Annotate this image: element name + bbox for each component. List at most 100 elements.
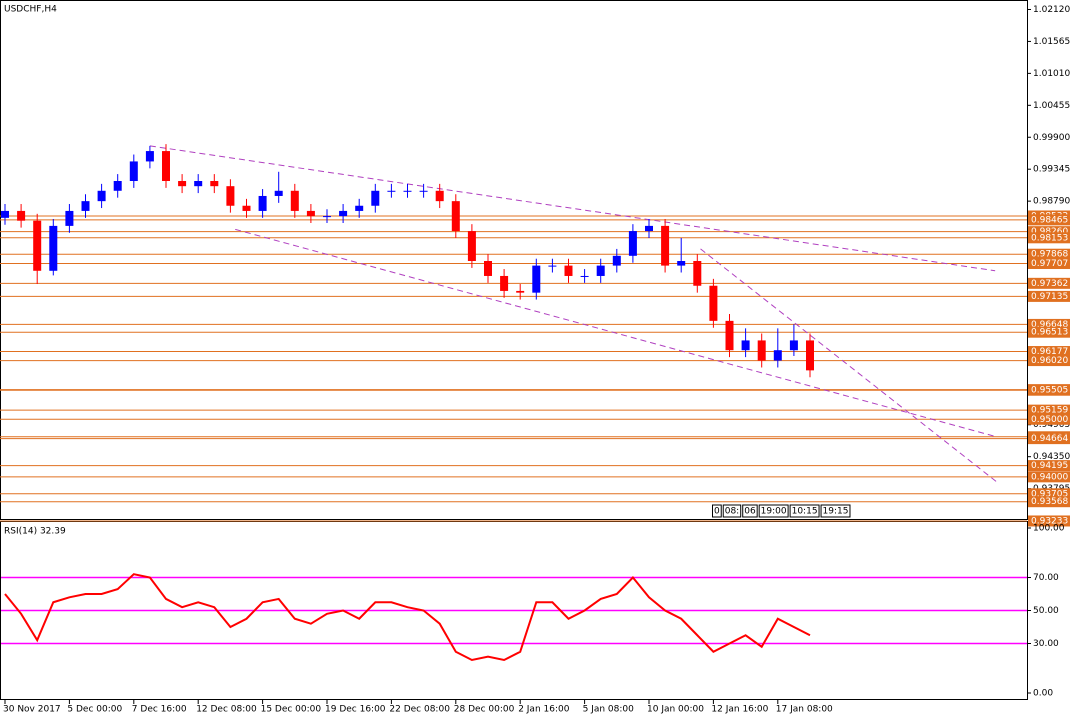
time-mark-box bbox=[722, 504, 742, 518]
y-tick-label: 30.00 bbox=[1033, 639, 1059, 649]
candle-body bbox=[323, 216, 331, 218]
x-tick-label: 10 Jan 00:00 bbox=[647, 705, 704, 715]
price-pane bbox=[0, 0, 1028, 520]
level-label: 0.95000 bbox=[1031, 415, 1068, 425]
level-box bbox=[1028, 214, 1070, 226]
y-tick-label: 1.02120 bbox=[1033, 5, 1070, 15]
candle-body bbox=[693, 261, 702, 286]
level-label: 0.93705 bbox=[1031, 489, 1068, 499]
level-box bbox=[1028, 355, 1070, 367]
candle-body bbox=[645, 225, 653, 232]
x-tick-label: 15 Dec 00:00 bbox=[261, 705, 322, 715]
time-mark: 06 bbox=[744, 507, 756, 517]
candle-body bbox=[274, 190, 283, 196]
candle-body bbox=[242, 205, 251, 211]
y-tick-label: 0.99900 bbox=[1033, 133, 1070, 143]
level-box bbox=[1028, 496, 1070, 508]
candle-body bbox=[194, 180, 203, 187]
candle-body bbox=[306, 210, 315, 217]
level-box bbox=[1028, 248, 1070, 260]
y-tick-label: 0.94905 bbox=[1033, 420, 1070, 430]
level-box bbox=[1028, 346, 1070, 358]
candle-body bbox=[661, 225, 670, 266]
candle-body bbox=[580, 275, 589, 277]
x-tick-label: 28 Dec 00:00 bbox=[454, 705, 515, 715]
time-mark-box bbox=[820, 504, 851, 518]
level-label: 0.97135 bbox=[1031, 292, 1068, 302]
time-mark-box bbox=[789, 504, 820, 518]
candle-body bbox=[548, 265, 557, 267]
level-label: 0.96020 bbox=[1031, 356, 1068, 366]
chart-title: USDCHF,H4 bbox=[4, 5, 57, 15]
level-box bbox=[1028, 257, 1070, 269]
candle-body bbox=[355, 205, 364, 211]
rsi-title: RSI(14) 32.39 bbox=[4, 527, 66, 537]
level-box bbox=[1028, 290, 1070, 302]
candle-body bbox=[628, 231, 637, 256]
level-box bbox=[1028, 232, 1070, 244]
y-tick-label: 1.01565 bbox=[1033, 37, 1070, 47]
candle-body bbox=[725, 320, 734, 351]
candle-body bbox=[1, 210, 9, 218]
candle-body bbox=[81, 201, 90, 211]
candle-body bbox=[564, 265, 573, 276]
candle-body bbox=[258, 195, 267, 211]
candle-body bbox=[210, 180, 219, 187]
y-tick-label: 100.00 bbox=[1033, 524, 1065, 534]
y-tick-label: 1.00455 bbox=[1033, 101, 1070, 111]
candle-body bbox=[612, 255, 621, 266]
candle-body bbox=[451, 201, 460, 232]
trendline bbox=[700, 248, 999, 484]
candle-body bbox=[290, 190, 299, 211]
x-tick-label: 22 Dec 08:00 bbox=[389, 705, 450, 715]
y-tick-label: 0.99345 bbox=[1033, 165, 1070, 175]
level-label: 0.95159 bbox=[1031, 406, 1068, 416]
x-tick-label: 30 Nov 2017 bbox=[3, 705, 61, 715]
level-label: 0.96177 bbox=[1031, 347, 1068, 357]
y-tick-label: 0.98790 bbox=[1033, 197, 1070, 207]
candle-body bbox=[145, 151, 154, 162]
time-mark-box bbox=[712, 504, 722, 518]
candle-body bbox=[532, 265, 541, 293]
y-tick-label: 70.00 bbox=[1033, 573, 1059, 583]
level-label: 0.98153 bbox=[1031, 233, 1068, 243]
time-mark: 19:15 bbox=[823, 507, 849, 517]
candle-body bbox=[500, 275, 509, 291]
candle-body bbox=[435, 190, 444, 202]
candle-body bbox=[65, 210, 74, 226]
candle-body bbox=[467, 231, 476, 261]
time-mark: 19:00 bbox=[761, 507, 787, 517]
rsi-line bbox=[4, 573, 811, 662]
x-tick-label: 5 Dec 00:00 bbox=[67, 705, 122, 715]
candle-body bbox=[806, 340, 814, 371]
y-tick-label: 1.01010 bbox=[1033, 69, 1070, 79]
candle-body bbox=[49, 225, 58, 271]
candle-body bbox=[596, 265, 605, 276]
level-box bbox=[1028, 277, 1070, 289]
level-label: 0.94664 bbox=[1031, 434, 1068, 444]
x-tick-label: 12 Jan 16:00 bbox=[711, 705, 768, 715]
candle-body bbox=[403, 190, 412, 192]
level-label: 0.94195 bbox=[1031, 461, 1068, 471]
level-label: 0.96648 bbox=[1031, 320, 1068, 330]
candle-body bbox=[162, 151, 170, 181]
level-box bbox=[1028, 460, 1070, 472]
candle-body bbox=[773, 350, 782, 361]
x-tick-label: 12 Dec 08:00 bbox=[196, 705, 257, 715]
level-box bbox=[1028, 488, 1070, 500]
level-box bbox=[1028, 413, 1070, 425]
level-label: 0.93568 bbox=[1031, 497, 1068, 507]
level-box bbox=[1028, 433, 1070, 445]
time-mark-box bbox=[742, 504, 758, 518]
level-label: 0.93233 bbox=[1031, 516, 1068, 526]
x-tick-label: 5 Jan 08:00 bbox=[583, 705, 635, 715]
candle-body bbox=[17, 210, 26, 221]
y-tick-label: 0.94350 bbox=[1033, 452, 1070, 462]
x-tick-label: 7 Dec 16:00 bbox=[132, 705, 187, 715]
y-tick-label: 0.00 bbox=[1033, 689, 1053, 699]
time-mark: 0 bbox=[714, 507, 720, 517]
time-mark: 08: bbox=[725, 507, 739, 517]
level-box bbox=[1028, 471, 1070, 483]
level-box bbox=[1028, 404, 1070, 416]
candle-body bbox=[178, 180, 187, 187]
